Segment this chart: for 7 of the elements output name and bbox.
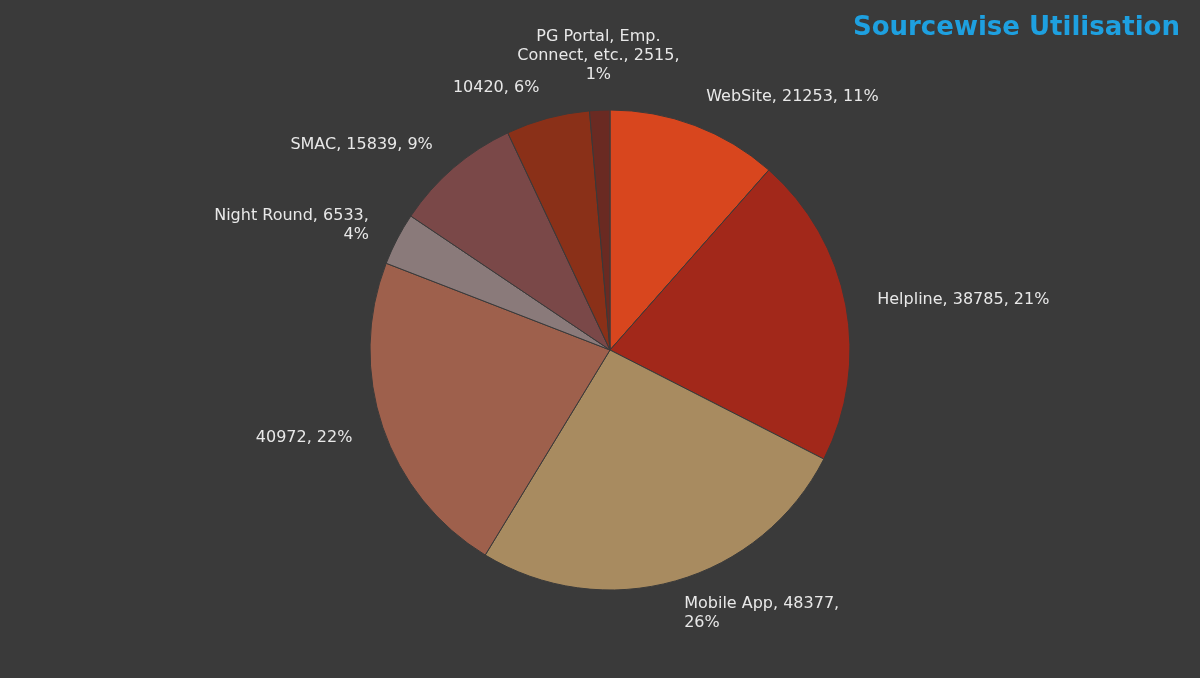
data-label: 40972, 22% bbox=[255, 427, 353, 447]
slice-label: Night Round, 6533, 4% bbox=[214, 205, 369, 244]
chart-title: Sourcewise Utilisation bbox=[852, 11, 1180, 41]
slice-label: Helpline, 38785, 21% bbox=[877, 289, 1050, 309]
slice-label: WebSite, 21253, 11% bbox=[706, 85, 879, 105]
slice-label: Mobile App, 48377, 26% bbox=[684, 592, 840, 631]
slice-label: SMAC, 15839, 9% bbox=[290, 133, 433, 153]
